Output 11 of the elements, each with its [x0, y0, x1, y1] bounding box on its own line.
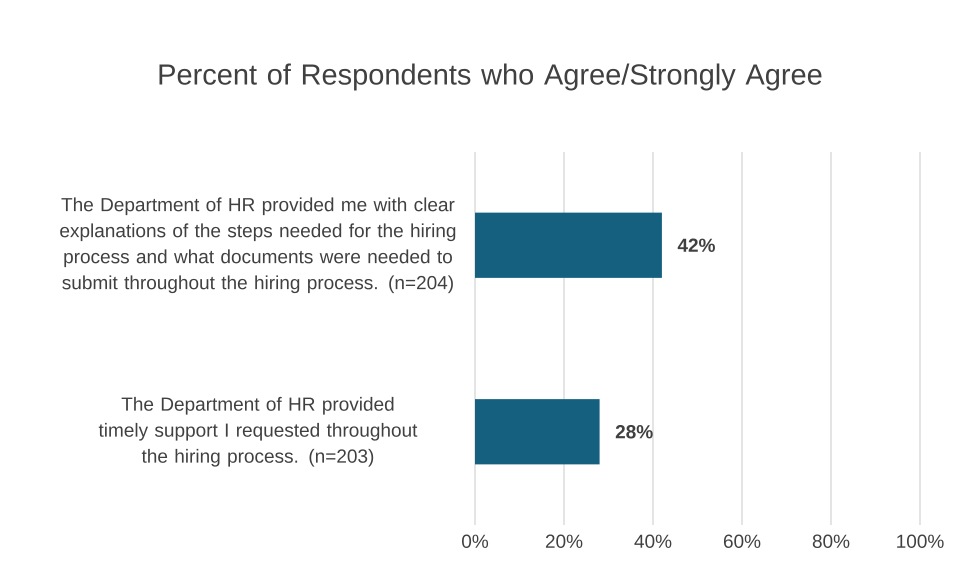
- chart-title: Percent of Respondents who Agree/Strongly Agree: [160, 63, 822, 91]
- x-tick-label: 0%: [462, 534, 488, 548]
- x-tick-label: 20%: [546, 534, 582, 548]
- y-tick-label: The Department of HR provided me with clear explanations of the steps needed for the hiring process and what documents were needed to submit throughout the hiring process. (n=204): [60, 197, 456, 294]
- data-label: 42%: [678, 238, 715, 252]
- x-tick-label: 80%: [812, 534, 850, 548]
- y-tick-label: The Department of HR provided timely support I requested throughout the hiring process. (n=203): [98, 396, 418, 467]
- x-tick-label: 100%: [897, 534, 944, 548]
- x-tick-label: 60%: [724, 534, 760, 548]
- x-tick-label: 40%: [634, 534, 672, 548]
- data-label: 28%: [616, 425, 653, 438]
